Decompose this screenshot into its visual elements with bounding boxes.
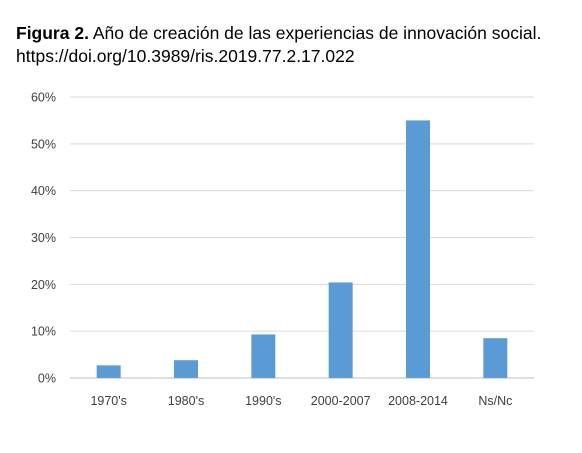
x-tick-label: 2008-2014 bbox=[388, 394, 448, 408]
bar bbox=[174, 360, 198, 378]
x-tick-label: 1990's bbox=[245, 394, 281, 408]
x-tick-label: 2000-2007 bbox=[311, 394, 371, 408]
y-tick-label: 50% bbox=[31, 137, 56, 151]
y-tick-label: 20% bbox=[31, 278, 56, 292]
y-axis: 0% 10% 20% 30% 40% 50% 60% bbox=[31, 91, 56, 386]
y-tick-label: 60% bbox=[31, 91, 56, 105]
y-tick-label: 10% bbox=[31, 325, 56, 339]
x-tick-label: 1980's bbox=[168, 394, 204, 408]
x-axis: 1970's 1980's 1990's 2000-2007 2008-2014 Ns/N… bbox=[90, 394, 512, 408]
y-tick-label: 40% bbox=[31, 184, 56, 198]
x-tick-label: Ns/Nc bbox=[478, 394, 512, 408]
bar bbox=[483, 338, 508, 378]
figure-caption: Figura 2. Año de creación de las experie… bbox=[16, 22, 576, 68]
bar bbox=[251, 334, 276, 378]
bar bbox=[406, 120, 430, 379]
y-tick-label: 0% bbox=[38, 372, 56, 386]
figure-label: Figura 2. bbox=[16, 23, 89, 43]
bar bbox=[328, 282, 353, 378]
figure-doi: https://doi.org/10.3989/ris.2019.77.2.17… bbox=[16, 46, 355, 66]
bars bbox=[96, 120, 508, 379]
bar bbox=[96, 365, 121, 378]
gridlines bbox=[70, 96, 534, 379]
x-tick-label: 1970's bbox=[90, 394, 126, 408]
y-tick-label: 30% bbox=[31, 231, 56, 245]
figure-title: Año de creación de las experiencias de i… bbox=[92, 23, 542, 43]
